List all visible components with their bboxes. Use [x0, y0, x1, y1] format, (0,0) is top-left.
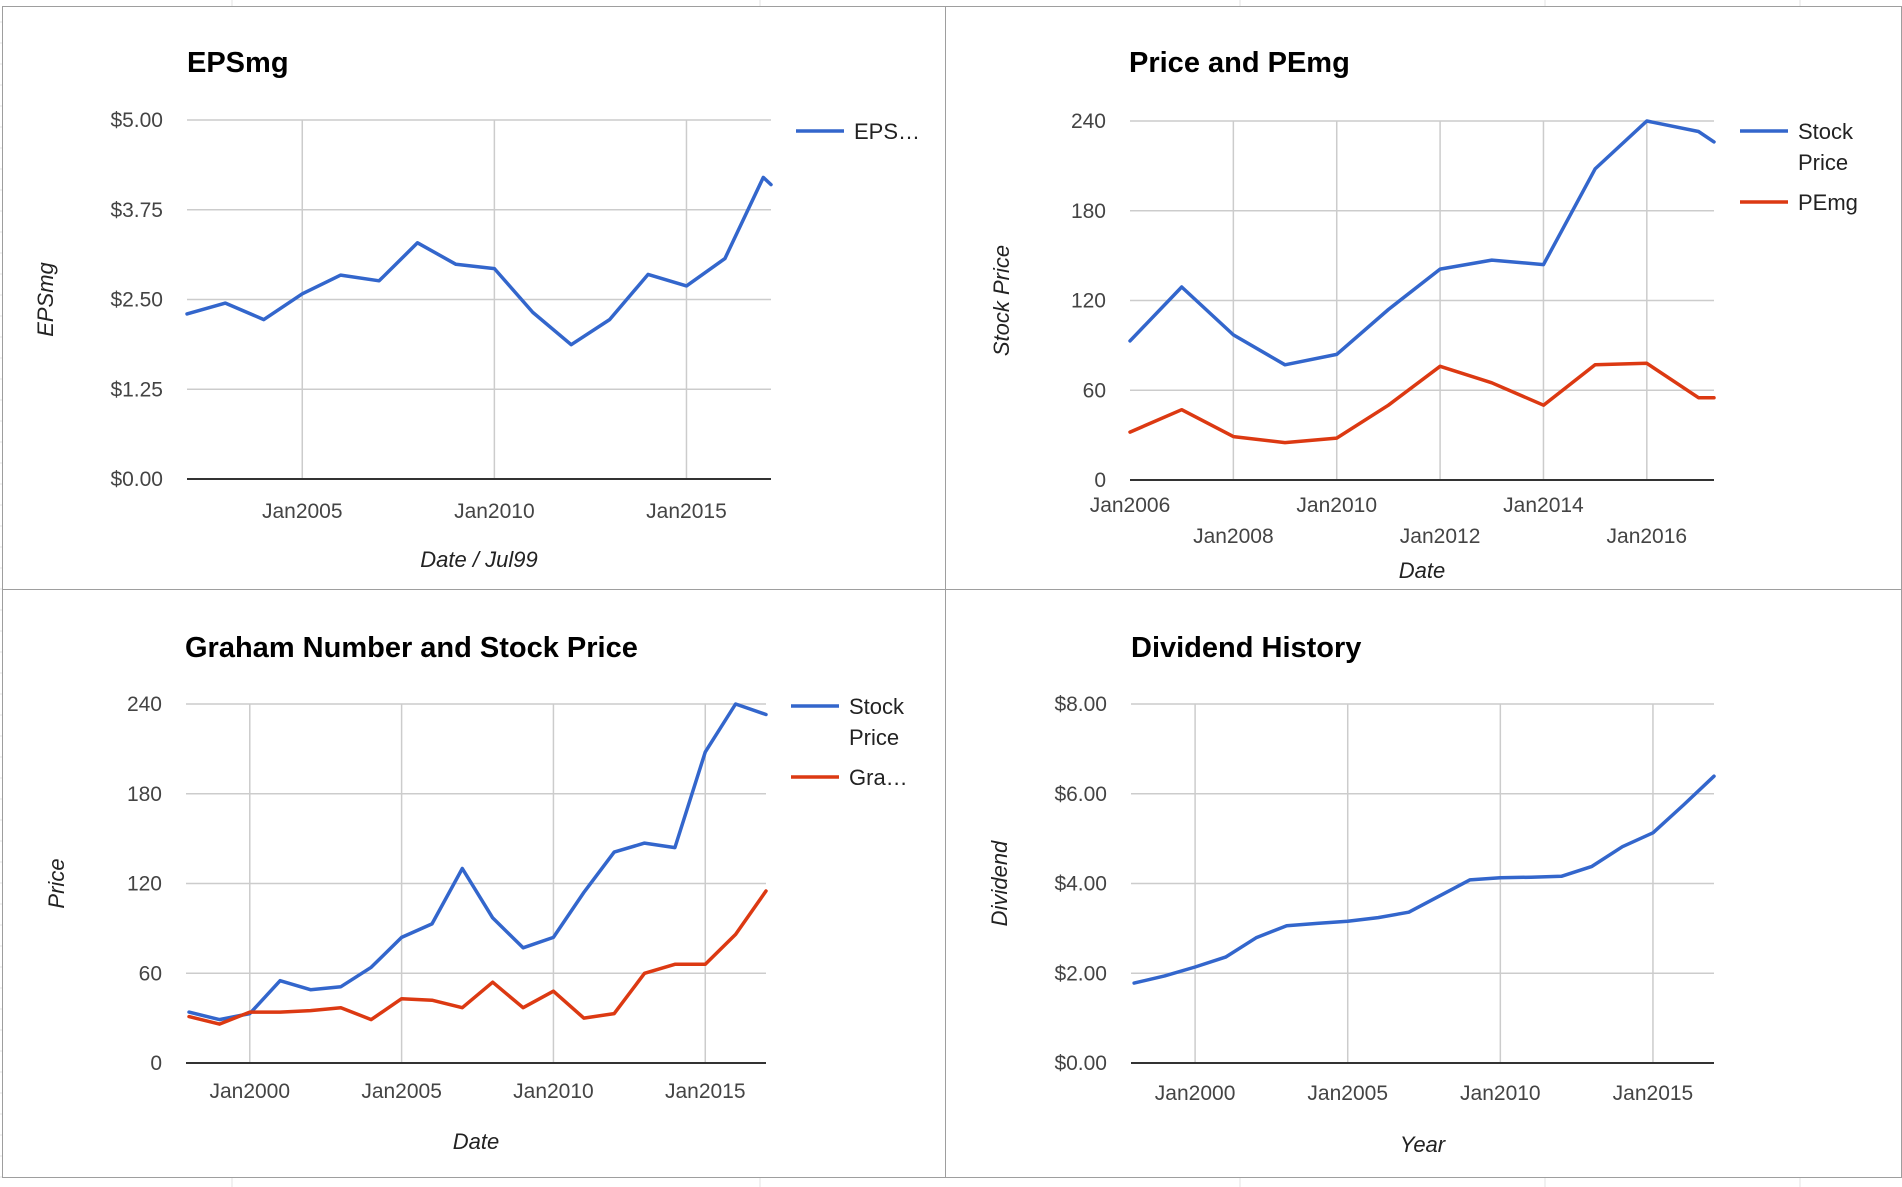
series-line: [1132, 774, 1716, 985]
x-tick-label: Jan2010: [1460, 1082, 1541, 1105]
x-tick-label: Jan2012: [1400, 525, 1481, 548]
legend-entry: Gra…: [791, 765, 908, 790]
y-tick-label: $0.00: [110, 468, 163, 491]
chart-plot-price-pemg: 0 60 120 180 240 Jan2006 Jan2008 Jan2010 Jan2012…: [989, 110, 1858, 583]
x-tick-label: Jan2006: [1090, 494, 1171, 517]
y-tick-label: $6.00: [1054, 783, 1107, 806]
x-tick-label: Jan2000: [1155, 1082, 1236, 1105]
y-tick-label: 60: [1083, 379, 1106, 402]
chart-plot-dividend: $0.00 $2.00 $4.00 $6.00 $8.00 Jan2000 Jan2005 J…: [987, 693, 1716, 1157]
legend-label: Gra…: [849, 765, 908, 790]
x-axis-title: Year: [1400, 1132, 1447, 1157]
y-tick-label: 120: [127, 873, 162, 896]
legend-label: Stock: [1798, 119, 1854, 144]
x-axis-title: Date: [453, 1129, 499, 1154]
x-tick-label: Jan2008: [1193, 525, 1274, 548]
y-tick-label: $2.50: [110, 289, 163, 312]
y-axis-title: Stock Price: [989, 245, 1014, 356]
legend-label: Price: [1798, 150, 1848, 175]
chart-title: EPSmg: [187, 47, 289, 79]
x-tick-label: Jan2015: [1613, 1082, 1694, 1105]
chart-plot-graham: 0 60 120 180 240 Jan2000 Jan2005 Jan2010 Jan2015…: [44, 693, 908, 1154]
y-axis-title: EPSmg: [33, 261, 58, 336]
legend-entry: Stock Price: [791, 694, 905, 750]
y-tick-label: 240: [1071, 110, 1106, 133]
y-tick-label: 240: [127, 693, 162, 716]
y-axis-title: Dividend: [987, 840, 1012, 926]
series-line: [187, 889, 768, 1026]
chart-plot-epsmg: $0.00 $1.25 $2.50 $3.75 $5.00 Jan2005 Jan2010 J…: [33, 109, 920, 572]
x-tick-label: Jan2010: [1296, 494, 1377, 517]
legend-entry: EPS…: [796, 119, 920, 144]
y-tick-label: 180: [1071, 200, 1106, 223]
y-tick-label: 180: [127, 783, 162, 806]
legend-entry: PEmg: [1740, 190, 1858, 215]
series-line: [185, 175, 773, 347]
legend-entry: Stock Price: [1740, 119, 1854, 175]
y-tick-label: 0: [1094, 469, 1106, 492]
y-tick-label: 60: [139, 962, 162, 985]
chart-title: Dividend History: [1131, 632, 1362, 664]
y-tick-label: $1.25: [110, 378, 163, 401]
y-axis-title: Price: [44, 858, 69, 908]
y-tick-label: $3.75: [110, 199, 163, 222]
x-tick-label: Jan2005: [361, 1080, 442, 1103]
legend-label: EPS…: [854, 119, 920, 144]
chart-price-pemg[interactable]: Price and PEmg 0 60 120 180 240 Jan2006 Jan200…: [945, 6, 1902, 591]
y-tick-label: $5.00: [110, 109, 163, 132]
chart-epsmg[interactable]: EPSmg $0.00 $1.25 $2.50 $3.75 $5.00 Jan2005 Ja…: [2, 6, 947, 591]
chart-title: Graham Number and Stock Price: [185, 632, 638, 664]
legend-label: PEmg: [1798, 190, 1858, 215]
chart-dividend[interactable]: Dividend History $0.00 $2.00 $4.00 $6.00 $8.…: [945, 589, 1902, 1178]
x-tick-label: Jan2014: [1503, 494, 1584, 517]
y-tick-label: $4.00: [1054, 873, 1107, 896]
legend-label: Price: [849, 725, 899, 750]
x-tick-label: Jan2010: [513, 1080, 594, 1103]
y-tick-label: $2.00: [1054, 962, 1107, 985]
y-tick-label: $0.00: [1054, 1052, 1107, 1075]
x-tick-label: Jan2005: [262, 500, 343, 523]
x-tick-label: Jan2015: [646, 500, 727, 523]
x-tick-label: Jan2005: [1307, 1082, 1388, 1105]
x-tick-label: Jan2010: [454, 500, 535, 523]
y-tick-label: 0: [150, 1052, 162, 1075]
chart-graham[interactable]: Graham Number and Stock Price 0 60 120 180 2…: [2, 589, 947, 1178]
x-axis-title: Date: [1399, 558, 1445, 583]
series-line: [187, 702, 768, 1022]
series-line: [1128, 119, 1716, 367]
x-tick-label: Jan2015: [665, 1080, 746, 1103]
y-tick-label: $8.00: [1054, 693, 1107, 716]
x-tick-label: Jan2000: [209, 1080, 290, 1103]
y-tick-label: 120: [1071, 290, 1106, 313]
chart-title: Price and PEmg: [1129, 47, 1350, 79]
x-axis-title: Date / Jul99: [420, 547, 537, 572]
series-line: [1128, 361, 1716, 445]
x-tick-label: Jan2016: [1607, 525, 1688, 548]
legend-label: Stock: [849, 694, 905, 719]
